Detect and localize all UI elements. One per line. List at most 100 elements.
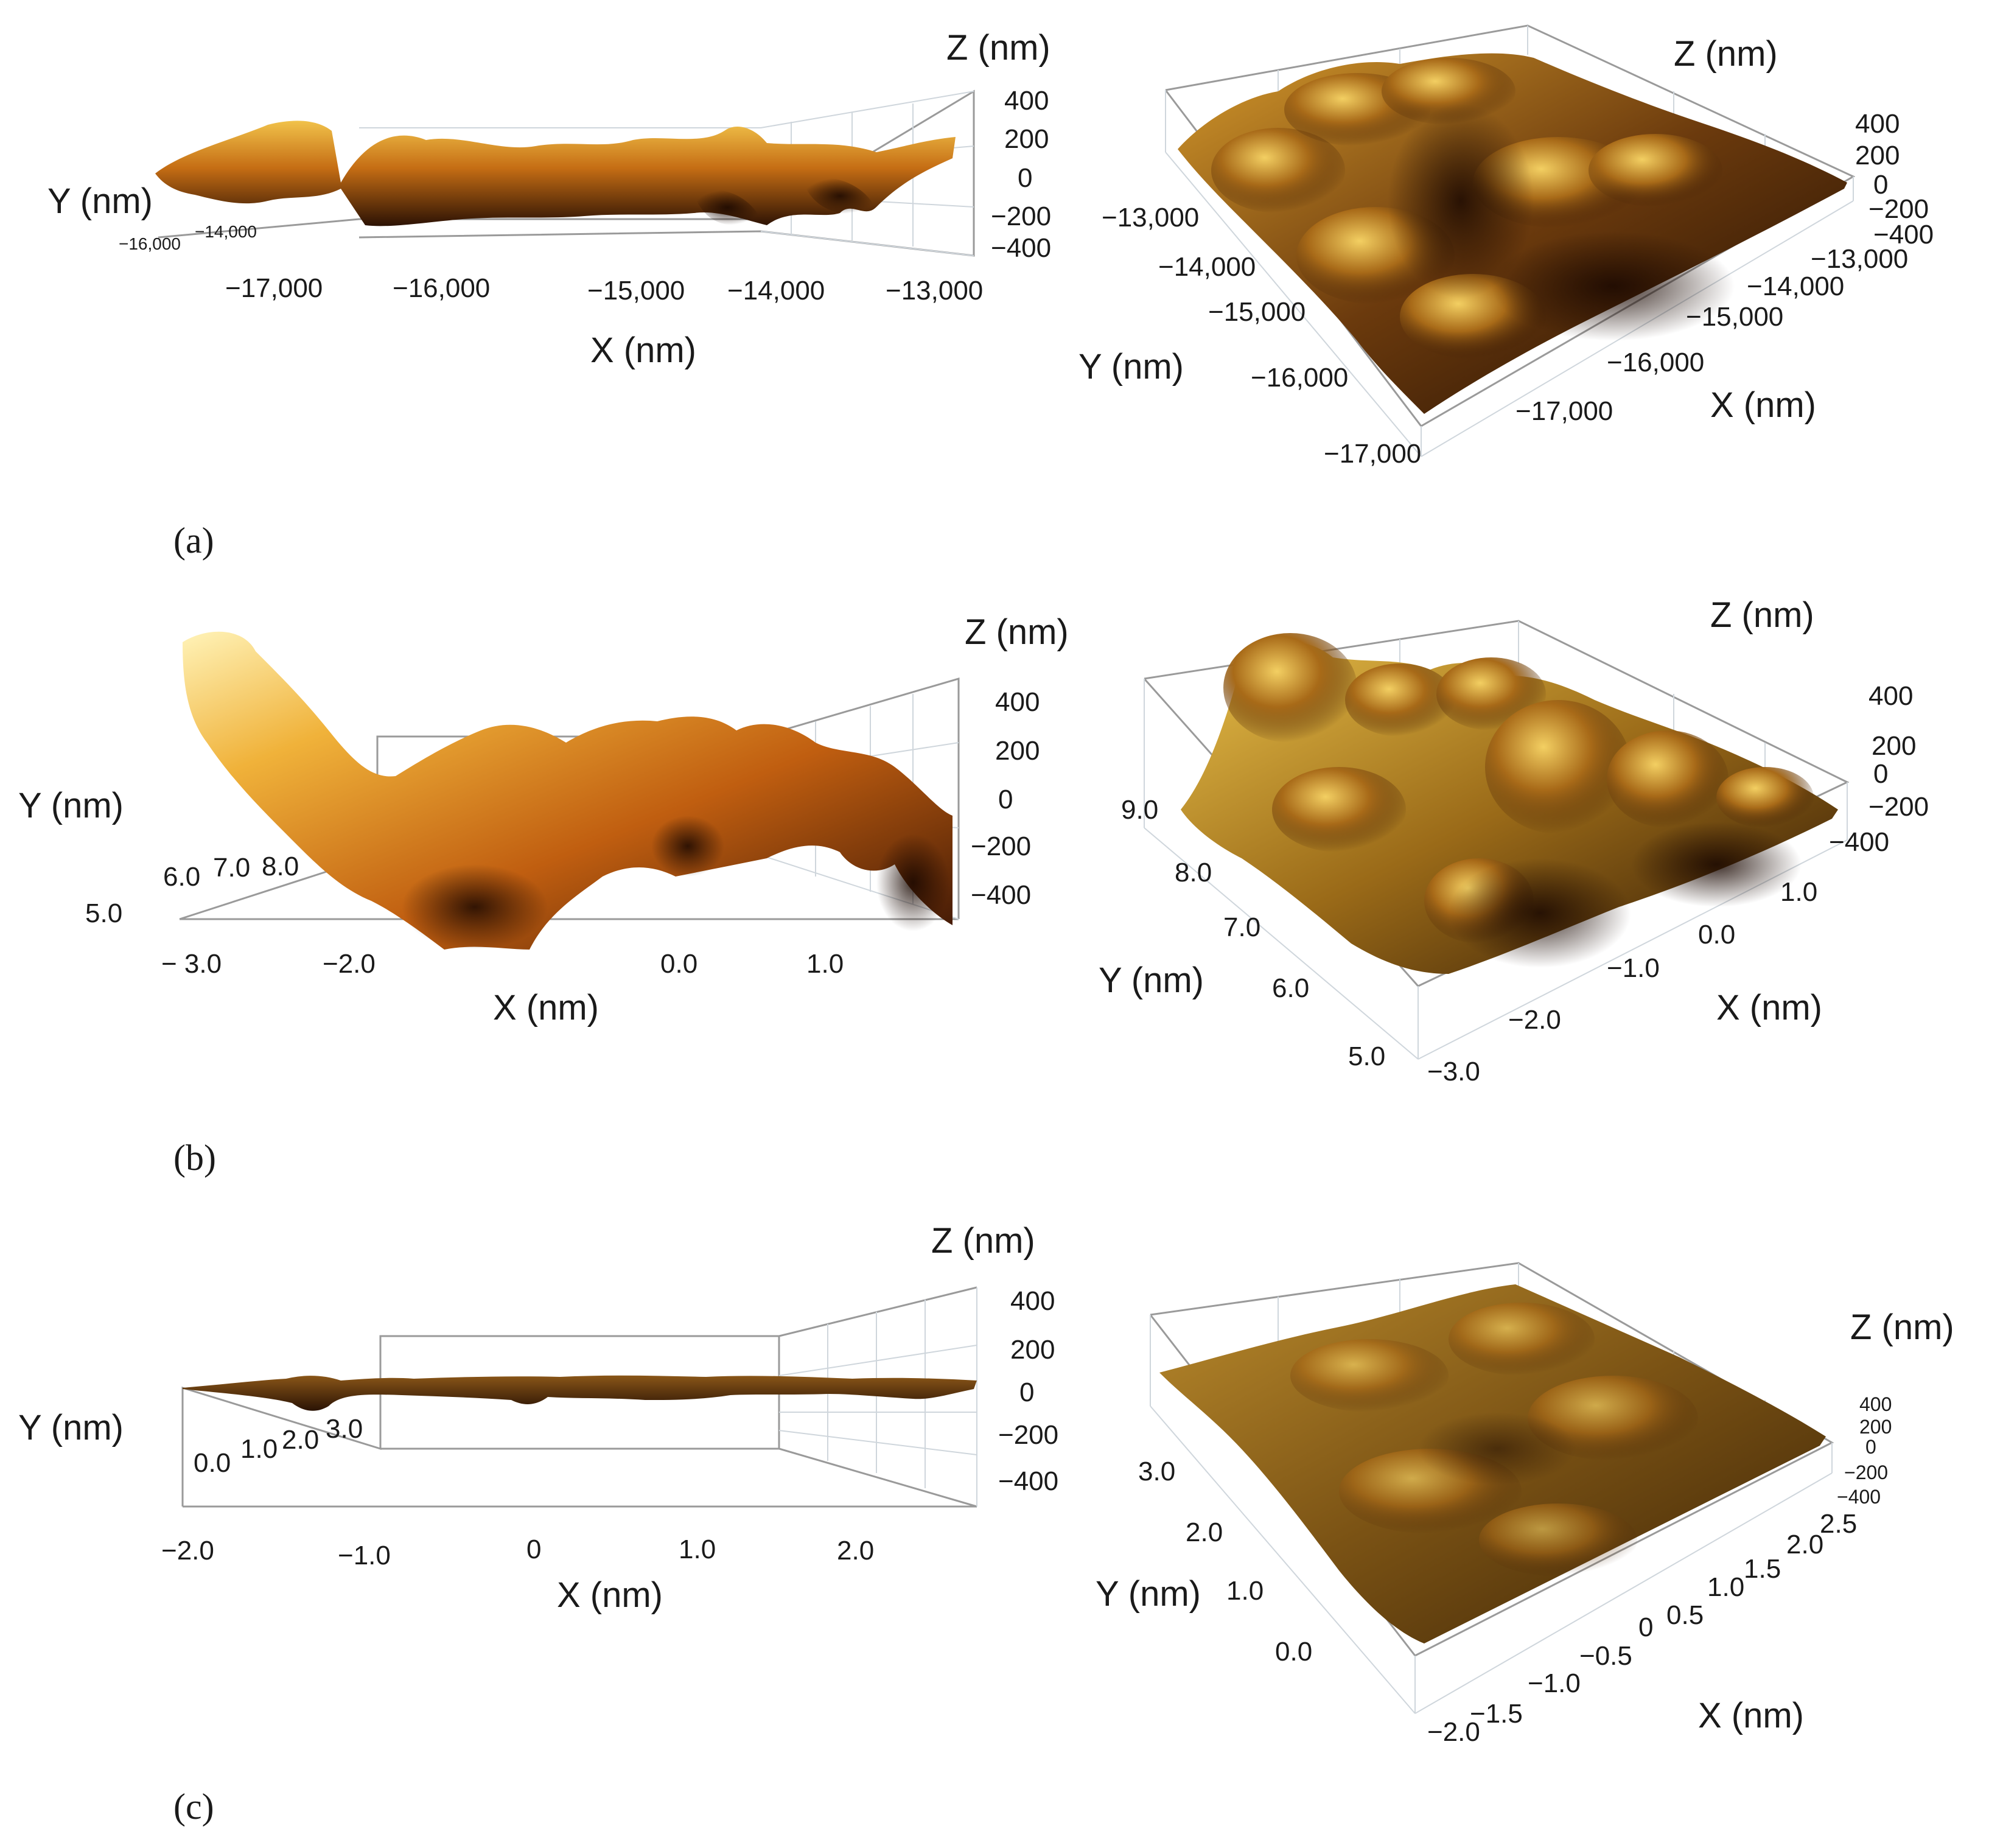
z-tick: 400 [1868,681,1913,711]
z-tick: −400 [991,233,1051,263]
x-tick: 2.0 [837,1536,874,1566]
x-axis-label: X (nm) [1710,385,1816,425]
z-tick: −400 [1873,220,1934,250]
y-tick: −13,000 [1102,203,1199,233]
y-ticks: −13,000 −14,000 −15,000 −16,000 −17,000 [1102,203,1421,469]
y-tick: 8.0 [1175,858,1212,887]
x-tick: −1.0 [1607,953,1660,983]
x-ticks: 2.5 2.0 1.5 1.0 0.5 0 −0.5 −1.0 −1.5 −2.… [1427,1509,1857,1747]
z-ticks: 400 200 0 −200 −400 [1837,1393,1892,1508]
z-tick: −200 [971,831,1031,861]
x-tick: 1.0 [1707,1572,1744,1602]
y-tick: 9.0 [1121,795,1158,825]
z-tick: −200 [1868,194,1929,224]
y-ticks: −16,000 −14,000 [119,222,257,253]
x-tick: 1.0 [679,1535,716,1564]
x-tick: 2.0 [1786,1530,1823,1559]
y-tick: −16,000 [1251,363,1348,393]
x-tick: −16,000 [393,273,490,303]
z-tick: 400 [1004,86,1049,116]
z-tick: 0 [998,785,1013,814]
y-tick: 3.0 [326,1414,363,1444]
x-tick: −0.5 [1579,1641,1632,1671]
y-axis-label: Y (nm) [1096,1574,1201,1614]
x-tick: − 3.0 [161,949,222,979]
y-tick: 0.0 [1275,1637,1312,1667]
y-axis-label: Y (nm) [18,1408,124,1447]
perspective-view-c: Z (nm) Y (nm) X (nm) 400 200 0 −200 −400… [1096,1262,1954,1747]
z-tick: −400 [971,880,1031,910]
y-tick: 7.0 [1223,912,1260,942]
surface-side-b [183,631,953,950]
z-tick: 400 [1859,1393,1892,1415]
y-tick: 7.0 [213,853,250,883]
y-tick: 2.0 [282,1425,319,1455]
surface-side-a [155,121,956,226]
x-tick: −13,000 [1811,244,1908,274]
side-view-a: Z (nm) Y (nm) X (nm) 400 200 0 −200 −400… [47,28,1051,370]
panel-c: Z (nm) Y (nm) X (nm) 400 200 0 −200 −400… [18,1221,1954,1827]
z-tick: 0 [1018,163,1032,193]
z-tick: −400 [1829,827,1889,857]
x-ticks: −17,000 −16,000 −15,000 −14,000 −13,000 [225,273,983,306]
x-tick: −2.0 [323,949,376,979]
side-view-b: Z (nm) Y (nm) X (nm) 400 200 0 −200 −400… [18,612,1069,1027]
z-tick: −200 [1868,792,1929,822]
z-tick: 200 [1859,1416,1892,1438]
y-tick: −15,000 [1208,297,1306,327]
y-tick: 5.0 [1348,1041,1385,1071]
y-axis-label: Y (nm) [47,181,153,221]
y-tick: 2.0 [1186,1517,1223,1547]
z-axis-label: Z (nm) [1710,595,1814,635]
y-tick: −14,000 [1158,252,1256,282]
y-tick: 5.0 [85,898,122,928]
x-tick: −14,000 [1747,271,1844,301]
z-tick: 0 [1873,759,1888,789]
x-tick: −3.0 [1427,1057,1480,1087]
x-ticks: −2.0 −1.0 0 1.0 2.0 [161,1535,874,1570]
y-tick: 3.0 [1138,1457,1175,1486]
z-ticks: 400 200 0 −200 −400 [998,1286,1058,1496]
y-axis-label: Y (nm) [18,786,124,825]
x-ticks: 1.0 0.0 −1.0 −2.0 −3.0 [1427,877,1817,1087]
x-tick: 1.5 [1744,1554,1781,1584]
y-ticks: 9.0 8.0 7.0 6.0 5.0 [1121,795,1385,1071]
z-tick: 200 [1855,141,1900,170]
y-tick: −14,000 [195,222,257,241]
x-tick: −15,000 [1686,302,1783,332]
z-tick: 200 [995,736,1040,766]
z-axis-label: Z (nm) [1674,34,1778,74]
z-tick: −400 [998,1466,1058,1496]
panel-b: Z (nm) Y (nm) X (nm) 400 200 0 −200 −400… [18,595,1929,1178]
y-ticks: 3.0 2.0 1.0 0.0 [1138,1457,1312,1667]
y-ticks: 5.0 6.0 7.0 8.0 [85,852,299,928]
x-tick: −2.0 [1508,1005,1561,1035]
x-tick: −2.0 [1427,1717,1480,1747]
x-tick: 0.0 [660,949,697,979]
surface-side-c [183,1375,977,1411]
y-tick: 8.0 [262,852,299,881]
z-ticks: 400 200 0 −200 −400 [991,86,1051,263]
x-tick: 1.0 [1780,877,1817,907]
y-tick: −16,000 [119,234,181,253]
x-axis-label: X (nm) [590,331,696,370]
x-axis-label: X (nm) [557,1575,663,1615]
x-tick: 0 [1638,1612,1653,1642]
x-tick: 1.0 [806,949,844,979]
x-tick: −14,000 [727,276,825,306]
x-tick: −13,000 [886,276,983,306]
z-tick: 200 [1010,1335,1055,1365]
z-ticks: 400 200 0 −200 −400 [971,687,1040,910]
z-tick: −200 [991,201,1051,231]
x-tick: −1.0 [1528,1668,1581,1698]
x-tick: 0.5 [1666,1600,1704,1630]
x-axis-label: X (nm) [1698,1696,1804,1735]
z-axis-label: Z (nm) [1850,1307,1954,1347]
y-tick: 1.0 [240,1434,278,1464]
z-tick: −200 [1844,1461,1888,1483]
x-tick: −15,000 [587,276,685,306]
y-tick: 6.0 [163,862,200,892]
x-tick: −2.0 [161,1536,214,1566]
z-tick: 200 [1004,124,1049,154]
